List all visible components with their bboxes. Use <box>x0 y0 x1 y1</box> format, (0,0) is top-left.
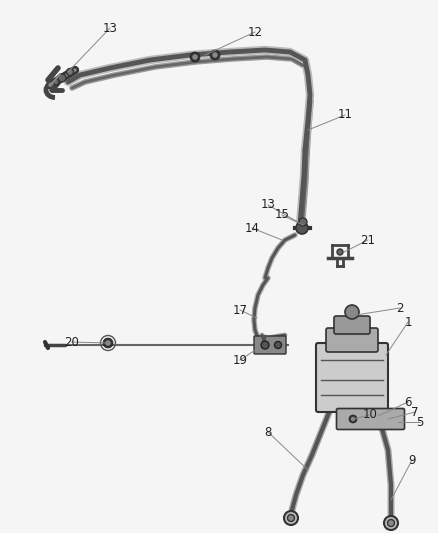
Text: 13: 13 <box>261 198 276 212</box>
Circle shape <box>284 511 298 525</box>
Text: 13: 13 <box>102 21 117 35</box>
Text: 14: 14 <box>244 222 259 235</box>
Circle shape <box>67 69 74 76</box>
Circle shape <box>351 417 355 421</box>
Text: 15: 15 <box>275 208 290 222</box>
Circle shape <box>261 341 269 349</box>
Text: 12: 12 <box>247 26 262 38</box>
Circle shape <box>337 249 343 255</box>
Text: 8: 8 <box>264 425 272 439</box>
Circle shape <box>345 305 359 319</box>
Text: 2: 2 <box>396 302 404 314</box>
Circle shape <box>275 342 282 349</box>
Text: 19: 19 <box>233 353 247 367</box>
Text: 17: 17 <box>233 303 247 317</box>
Circle shape <box>212 52 218 58</box>
Text: 1: 1 <box>404 316 412 328</box>
FancyBboxPatch shape <box>254 336 286 354</box>
Circle shape <box>58 74 66 82</box>
Circle shape <box>287 514 294 521</box>
Text: 6: 6 <box>404 395 412 408</box>
Text: 9: 9 <box>408 454 416 466</box>
Text: 21: 21 <box>360 233 375 246</box>
FancyBboxPatch shape <box>336 408 405 430</box>
Circle shape <box>388 520 395 527</box>
FancyBboxPatch shape <box>326 328 378 352</box>
Text: 11: 11 <box>338 109 353 122</box>
Circle shape <box>53 79 59 85</box>
FancyBboxPatch shape <box>316 343 388 412</box>
Circle shape <box>103 338 113 348</box>
FancyBboxPatch shape <box>334 316 370 334</box>
Text: 10: 10 <box>363 408 378 422</box>
Circle shape <box>210 50 220 60</box>
Circle shape <box>349 415 357 423</box>
Circle shape <box>296 222 308 234</box>
Text: 20: 20 <box>64 335 79 349</box>
Text: 7: 7 <box>411 406 419 418</box>
Circle shape <box>105 340 111 346</box>
Circle shape <box>192 54 198 60</box>
Circle shape <box>384 516 398 530</box>
Circle shape <box>190 52 200 62</box>
Circle shape <box>299 218 307 226</box>
Text: 5: 5 <box>416 416 424 429</box>
